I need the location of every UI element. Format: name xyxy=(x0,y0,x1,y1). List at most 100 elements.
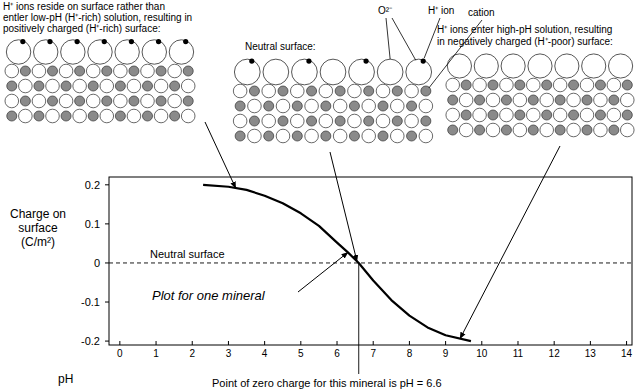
cation xyxy=(555,95,565,105)
oxygen-ion xyxy=(419,129,433,143)
oxygen-ion xyxy=(5,94,19,108)
part-label: O²⁻ xyxy=(378,5,393,16)
cation xyxy=(7,81,17,91)
oxygen-ion xyxy=(320,59,346,85)
cation xyxy=(7,111,17,121)
oxygen-ion xyxy=(474,54,498,78)
neutral-line xyxy=(109,262,632,263)
oxygen-ion xyxy=(362,99,376,113)
oxygen-ion xyxy=(582,54,606,78)
hydrogen-ion xyxy=(129,39,134,44)
oxygen-ion xyxy=(540,93,554,107)
oxygen-ion xyxy=(19,79,33,93)
part-label: H⁺ ion xyxy=(428,5,454,16)
oxygen-ion xyxy=(620,123,634,137)
y-tick-label: 0 xyxy=(94,257,100,269)
x-tick xyxy=(445,341,446,345)
cation xyxy=(102,66,112,76)
oxygen-ion xyxy=(276,99,290,113)
oxygen-ion xyxy=(459,123,473,137)
oxygen-ion xyxy=(390,99,404,113)
pointer-arrow xyxy=(460,146,560,339)
oxygen-ion xyxy=(620,93,634,107)
oxygen-ion xyxy=(59,64,73,78)
cation xyxy=(528,125,538,135)
pointer-arrow xyxy=(298,252,348,292)
panel-caption: H⁺ ions enter high-pH solution, resultin… xyxy=(437,24,612,35)
cation xyxy=(143,81,153,91)
hydrogen-ion xyxy=(183,39,188,44)
y-tick-label: 0.2 xyxy=(85,179,100,191)
oxygen-ion xyxy=(115,40,139,64)
oxygen-ion xyxy=(292,59,318,85)
oxygen-ion xyxy=(377,59,403,85)
oxygen-ion xyxy=(233,84,247,98)
y-tick xyxy=(105,341,109,342)
oxygen-ion xyxy=(154,109,168,123)
oxygen-ion xyxy=(32,94,46,108)
cation xyxy=(335,86,345,96)
cation xyxy=(595,80,605,90)
x-tick xyxy=(228,341,229,345)
oxygen-ion xyxy=(376,114,390,128)
oxygen-ion xyxy=(348,114,362,128)
y-tick xyxy=(105,302,109,303)
cation xyxy=(235,131,245,141)
oxygen-ion xyxy=(19,109,33,123)
oxygen-ion xyxy=(127,79,141,93)
y-tick xyxy=(105,184,109,185)
oxygen-ion xyxy=(528,54,552,78)
x-tick xyxy=(554,341,555,345)
oxygen-ion xyxy=(348,84,362,98)
zero-charge-label: Point of zero charge for this mineral is… xyxy=(212,377,442,389)
cation xyxy=(321,131,331,141)
cation xyxy=(321,101,331,111)
oxygen-ion xyxy=(540,123,554,137)
cation xyxy=(156,96,166,106)
oxygen-ion xyxy=(88,40,112,64)
y-axis-title: (C/m²) xyxy=(21,235,55,249)
oxygen-ion xyxy=(459,93,473,107)
oxygen-ion xyxy=(168,64,182,78)
x-tick-label: 9 xyxy=(443,348,449,359)
cation xyxy=(170,111,180,121)
cation xyxy=(335,116,345,126)
x-tick xyxy=(373,341,374,345)
cation xyxy=(349,101,359,111)
cation xyxy=(115,111,125,121)
panel-caption: Neutral surface: xyxy=(245,41,316,52)
oxygen-ion xyxy=(141,94,155,108)
oxygen-ion xyxy=(473,78,487,92)
x-tick xyxy=(590,341,591,345)
curve-label: Plot for one mineral xyxy=(152,288,266,303)
oxygen-ion xyxy=(181,79,195,93)
cation xyxy=(421,116,431,126)
hydrogen-ion xyxy=(306,58,311,63)
oxygen-ion xyxy=(262,84,276,98)
cation xyxy=(622,80,632,90)
oxygen-ion xyxy=(276,129,290,143)
oxygen-ion xyxy=(473,108,487,122)
cation xyxy=(88,81,98,91)
x-tick xyxy=(337,341,338,345)
oxygen-ion xyxy=(349,59,375,85)
surface-panel xyxy=(5,39,195,123)
oxygen-ion xyxy=(553,78,567,92)
oxygen-ion xyxy=(61,40,85,64)
cation xyxy=(20,96,30,106)
x-tick-label: 8 xyxy=(407,348,413,359)
oxygen-ion xyxy=(607,78,621,92)
oxygen-ion xyxy=(333,129,347,143)
cation xyxy=(392,86,402,96)
x-tick xyxy=(517,341,518,345)
cation xyxy=(264,101,274,111)
x-tick-label: 13 xyxy=(585,348,597,359)
oxygen-ion xyxy=(319,84,333,98)
cation xyxy=(307,86,317,96)
cation xyxy=(34,111,44,121)
cation xyxy=(129,66,139,76)
leader-line xyxy=(386,18,390,59)
oxygen-ion xyxy=(86,64,100,78)
x-tick xyxy=(119,341,120,345)
oxygen-ion xyxy=(594,123,608,137)
